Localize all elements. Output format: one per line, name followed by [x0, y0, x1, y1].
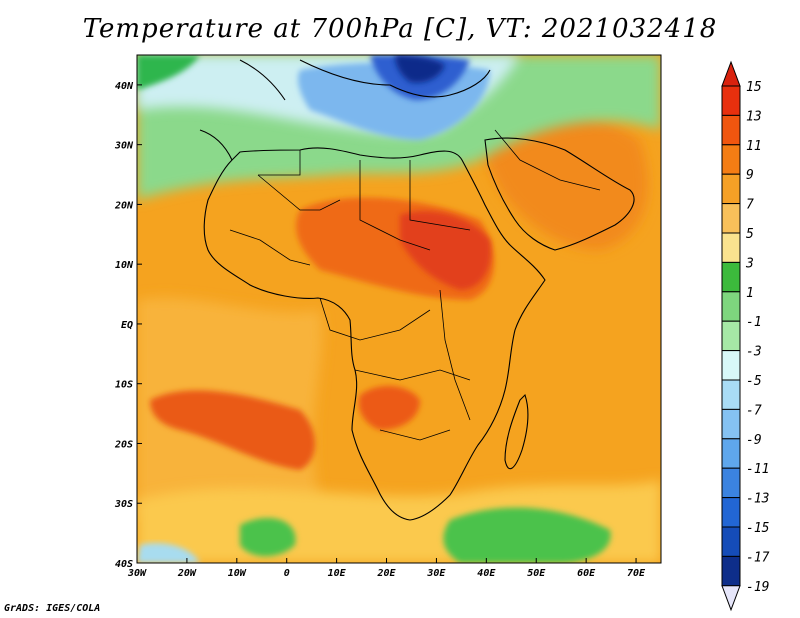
- colorbar-label: 7: [746, 198, 754, 213]
- morocco-coast: [199, 129, 233, 161]
- colorbar-label: 13: [746, 109, 762, 124]
- madagascar-outline: [504, 393, 529, 470]
- mediterranean-coast: [299, 59, 491, 98]
- iberia-coast: [239, 59, 286, 101]
- border-4: [319, 297, 431, 341]
- colorbar-label: -3: [746, 345, 762, 360]
- colorbar-box: [721, 232, 741, 263]
- colorbar-box: [721, 291, 741, 322]
- x-tick-label: 10E: [328, 568, 347, 579]
- y-tick-label: 10N: [115, 260, 134, 271]
- x-tick-label: 0: [284, 568, 290, 579]
- colorbar-label: -5: [746, 374, 762, 389]
- y-axis-ticks: 40N 30N 20N 10N EQ 10S 20S 30S 40S: [114, 81, 142, 570]
- y-tick-label: 20S: [114, 439, 133, 450]
- chart-title: Temperature at 700hPa [C], VT: 202103241…: [82, 14, 718, 44]
- colorbar-box: [721, 144, 741, 175]
- colorbar-box: [721, 173, 741, 205]
- field-arabia: [478, 109, 648, 250]
- border-5: [354, 369, 471, 381]
- colorbar-box: [721, 114, 741, 146]
- colorbar-box: [721, 203, 741, 234]
- colorbar-label: -15: [746, 521, 770, 536]
- temperature-field: [137, 55, 661, 563]
- colorbar-label: 5: [746, 227, 754, 242]
- colorbar-box: [721, 85, 741, 116]
- grads-credit: GrADS: IGES/COLA: [4, 603, 101, 614]
- border-9: [494, 129, 601, 191]
- x-tick-label: 70E: [627, 568, 646, 579]
- colorbar-box: [721, 467, 741, 499]
- colorbar-label: 15: [746, 80, 762, 95]
- africa-outline: [203, 147, 546, 521]
- field-south-green-2: [443, 507, 611, 563]
- colorbar-label: 9: [746, 168, 754, 183]
- y-tick-label: 30N: [114, 141, 134, 152]
- border-10: [258, 150, 301, 176]
- field-northwest-green: [137, 55, 200, 90]
- colorbar-box: [721, 526, 741, 557]
- colorbar-label: -1: [746, 315, 762, 330]
- x-tick-label: 20E: [376, 568, 396, 579]
- map-frame: [136, 54, 662, 564]
- colorbar-bottom-triangle: [721, 585, 741, 612]
- colorbar-box: [721, 497, 741, 528]
- border-3: [409, 160, 471, 231]
- border-6: [379, 429, 451, 441]
- colorbar-label: -7: [746, 403, 762, 418]
- colorbar-label: 1: [746, 286, 754, 301]
- colorbar-box: [721, 379, 741, 410]
- border-1: [257, 174, 341, 211]
- y-tick-label: 30S: [114, 499, 133, 510]
- colorbar-box: [721, 261, 741, 293]
- y-tick-label: EQ: [121, 320, 133, 331]
- y-tick-label: 40N: [115, 81, 134, 92]
- border-2: [359, 160, 431, 251]
- colorbar-label: -11: [746, 462, 769, 477]
- field-med-navy: [395, 55, 445, 83]
- border-8: [439, 289, 471, 421]
- arabia-outline: [484, 137, 635, 251]
- borders: [229, 129, 601, 441]
- colorbar-label: -19: [746, 580, 769, 595]
- y-tick-label: 20N: [114, 200, 134, 211]
- colorbar-label: 3: [745, 256, 754, 271]
- x-tick-label: 30W: [127, 568, 147, 579]
- colorbar-label: -13: [746, 492, 769, 507]
- x-axis-ticks: 30W 20W 10W 0 10E 20E 30E 40E 50E 60E 70E: [127, 558, 646, 579]
- colorbar-box: [721, 320, 741, 352]
- border-7: [229, 229, 311, 266]
- colorbar-box: [721, 555, 741, 587]
- field-sudan-hottest: [400, 211, 491, 290]
- colorbar: 15 13 11 9 7 5 3 1 -1 -3 -5 -7 -9 -11 -13 -15 -17 -19: [721, 60, 770, 612]
- x-tick-label: 20W: [177, 568, 197, 579]
- y-tick-label: 40S: [115, 559, 133, 570]
- y-tick-label: 10S: [115, 380, 133, 391]
- colorbar-label: 11: [746, 139, 762, 154]
- x-tick-label: 10W: [228, 568, 247, 579]
- field-south-green-1: [240, 517, 296, 557]
- colorbar-box: [721, 350, 741, 381]
- x-tick-label: 60E: [577, 568, 596, 579]
- field-angola-hot: [358, 385, 420, 430]
- colorbar-box: [721, 408, 741, 440]
- colorbar-label: -9: [746, 433, 762, 448]
- x-tick-label: 30E: [426, 568, 446, 579]
- colorbar-top-triangle: [721, 60, 741, 87]
- coastlines: [199, 59, 635, 521]
- field-south-blue: [137, 543, 200, 563]
- x-tick-label: 50E: [527, 568, 546, 579]
- colorbar-box: [721, 438, 741, 469]
- x-tick-label: 40E: [477, 568, 496, 579]
- colorbar-label: -17: [746, 550, 770, 565]
- field-south-atlantic-hot: [150, 390, 315, 470]
